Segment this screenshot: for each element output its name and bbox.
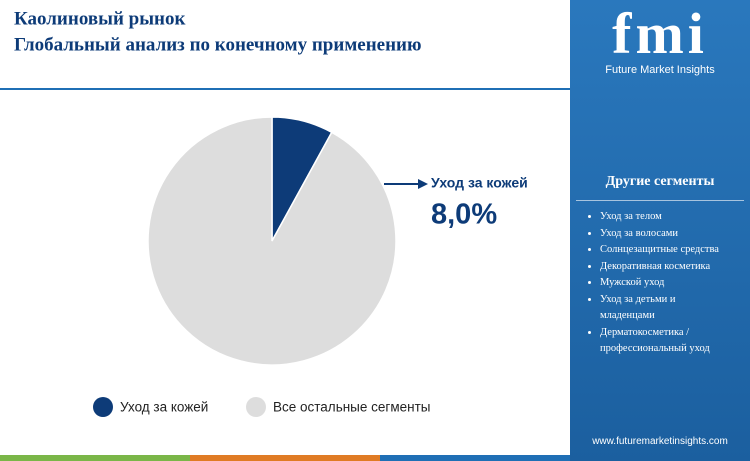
legend-swatch: [93, 397, 113, 417]
chart-title: Каолиновый рынок: [14, 8, 185, 29]
brand: Future Market Insights: [605, 64, 715, 76]
callout-arrowhead: [418, 179, 428, 189]
segment-item: Уход за телом: [600, 209, 732, 226]
chart-subtitle: Глобальный анализ по конечному применени…: [14, 34, 422, 55]
pie-slice: [147, 116, 397, 366]
strip: [0, 455, 190, 461]
segment-item: Мужской уход: [600, 275, 732, 292]
segment-item: Декоративная косметика: [600, 259, 732, 276]
sidebar: fmi Future Market Insights Другие сегмен…: [570, 0, 750, 461]
value-label: 8,0%: [431, 199, 497, 231]
strip: [380, 455, 570, 461]
chart: Каолиновый рынок Глобальный анализ по ко…: [0, 8, 570, 461]
segment-item: Солнцезащитные средства: [600, 242, 732, 259]
segment-item: Уход за волосами: [600, 226, 732, 243]
strip: [190, 455, 380, 461]
sidebar-heading: Другие сегменты: [576, 174, 744, 201]
callout-label: Уход за кожей: [431, 175, 528, 191]
legend-label: Все остальные сегменты: [273, 400, 430, 415]
legend-swatch: [246, 397, 266, 417]
legend-label: Уход за кожей: [120, 400, 208, 415]
logo: fmi: [612, 1, 708, 66]
segment-item: Уход за детьми и младенцами: [600, 292, 732, 325]
segment-item: Дерматокосметика / профессиональный уход: [600, 325, 732, 358]
website: www.futuremarketinsights.com: [592, 436, 728, 447]
segment-list: Уход за теломУход за волосамиСолнцезащит…: [570, 209, 732, 358]
